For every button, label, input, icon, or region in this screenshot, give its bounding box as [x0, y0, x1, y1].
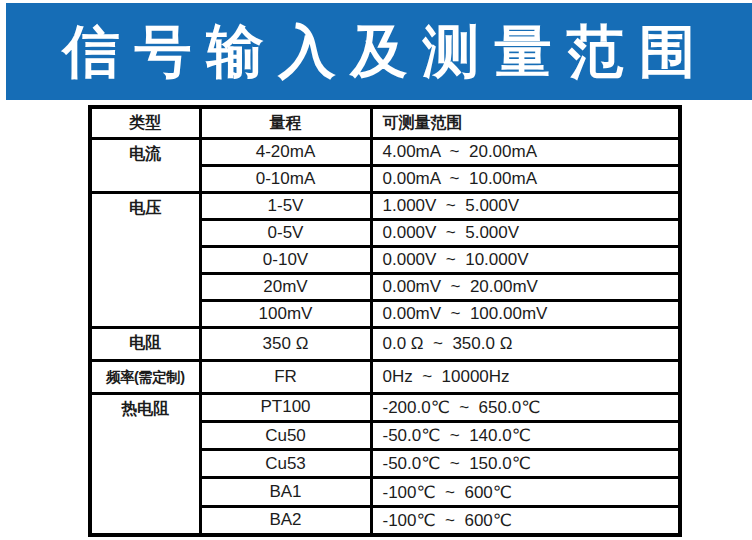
table-row: 频率(需定制) FR 0Hz ~ 10000Hz: [90, 361, 680, 394]
range-cell: BA2: [200, 506, 371, 535]
measurable-cell: -50.0℃ ~ 150.0℃: [371, 450, 680, 478]
measurable-cell: 0.000V ~ 5.000V: [371, 220, 680, 247]
measurable-cell: 0.00mV ~ 20.00mV: [371, 274, 680, 301]
measurable-cell: 1.000V ~ 5.000V: [371, 193, 680, 220]
col-header-measurable: 可测量范围: [371, 107, 680, 139]
range-cell: 20mV: [200, 274, 371, 301]
page-title: 信号输入及测量范围: [48, 23, 711, 80]
range-cell: FR: [200, 361, 371, 394]
range-cell: 0-5V: [200, 220, 371, 247]
table-row: 热电阻 PT100 -200.0℃ ~ 650.0℃: [90, 393, 680, 421]
type-cell-current: 电流: [90, 139, 200, 193]
title-banner: 信号输入及测量范围: [6, 3, 752, 100]
type-cell-voltage: 电压: [90, 193, 200, 328]
type-cell-rtd: 热电阻: [90, 393, 200, 535]
measurable-cell: 4.00mA ~ 20.00mA: [371, 139, 680, 166]
range-cell: 100mV: [200, 301, 371, 328]
measurable-cell: 0.000V ~ 10.000V: [371, 247, 680, 274]
measurable-cell: 0Hz ~ 10000Hz: [371, 361, 680, 394]
measurable-cell: -100℃ ~ 600℃: [371, 506, 680, 535]
type-cell-frequency: 频率(需定制): [90, 361, 200, 394]
col-header-type: 类型: [90, 107, 200, 139]
measurable-cell: -50.0℃ ~ 140.0℃: [371, 422, 680, 450]
measurement-range-table: 类型 量程 可测量范围 电流 4-20mA 4.00mA ~ 20.00mA 0…: [88, 105, 682, 537]
col-header-range: 量程: [200, 107, 371, 139]
range-cell: 0-10V: [200, 247, 371, 274]
type-cell-resistance: 电阻: [90, 328, 200, 361]
range-cell: 0-10mA: [200, 166, 371, 193]
measurable-cell: -200.0℃ ~ 650.0℃: [371, 393, 680, 421]
measurable-cell: 0.00mV ~ 100.00mV: [371, 301, 680, 328]
table-row: 电压 1-5V 1.000V ~ 5.000V: [90, 193, 680, 220]
measurable-cell: 0.0 Ω ~ 350.0 Ω: [371, 328, 680, 361]
range-cell: 350 Ω: [200, 328, 371, 361]
range-cell: 4-20mA: [200, 139, 371, 166]
table-row: 电阻 350 Ω 0.0 Ω ~ 350.0 Ω: [90, 328, 680, 361]
range-cell: Cu53: [200, 450, 371, 478]
table-header-row: 类型 量程 可测量范围: [90, 107, 680, 139]
measurable-cell: 0.00mA ~ 10.00mA: [371, 166, 680, 193]
range-cell: Cu50: [200, 422, 371, 450]
measurable-cell: -100℃ ~ 600℃: [371, 478, 680, 506]
table-row: 电流 4-20mA 4.00mA ~ 20.00mA: [90, 139, 680, 166]
range-cell: PT100: [200, 393, 371, 421]
range-cell: 1-5V: [200, 193, 371, 220]
range-cell: BA1: [200, 478, 371, 506]
